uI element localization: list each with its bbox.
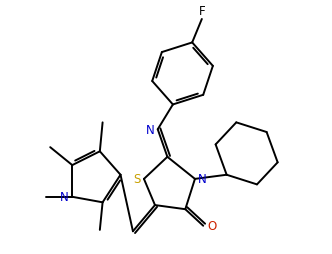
Text: O: O <box>208 219 216 232</box>
Text: N: N <box>60 190 69 203</box>
Text: F: F <box>199 5 205 18</box>
Text: S: S <box>133 173 141 186</box>
Text: N: N <box>146 123 154 136</box>
Text: N: N <box>198 173 207 186</box>
